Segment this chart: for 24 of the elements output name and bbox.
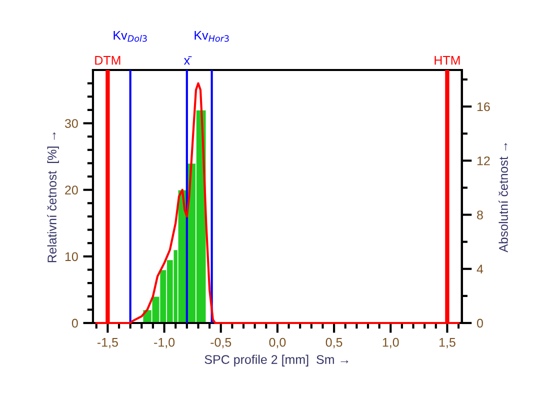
y2-tick-label: 4 (476, 264, 484, 274)
ref-line-label: HTM (434, 56, 460, 65)
y2-axis-title: Absolutní četnost → (498, 143, 508, 252)
y2-tick-label: 12 (477, 156, 490, 166)
y-tick-label: 0 (72, 318, 78, 328)
y2-tick-label: 8 (477, 210, 483, 220)
ref-line-label: x̄ (184, 56, 192, 65)
y-tick-label: 30 (64, 119, 78, 128)
y-tick-label: 10 (65, 252, 78, 262)
x-tick-label: 0,5 (326, 338, 342, 348)
x-tick-label: 1,5 (439, 338, 456, 348)
y-tick-label: 20 (65, 186, 78, 194)
ref-line-label: Kv$_{Dol3}$ (114, 31, 147, 42)
ref-line-label: DTM (95, 56, 120, 65)
y-axis-title: Relativní četnost [%] → (47, 132, 59, 262)
x-tick-label: -1,0 (154, 338, 175, 348)
y2-tick-label: 16 (477, 102, 490, 112)
x-tick-label: -1,5 (97, 338, 118, 348)
ref-line-label: Kv$_{Hor3}$ (194, 31, 229, 42)
x-tick-label: -0,5 (210, 338, 232, 348)
x-tick-label: 0,0 (269, 338, 286, 348)
y2-tick-label: 0 (476, 318, 483, 328)
x-tick-label: 1,0 (382, 338, 399, 348)
x-axis-title: SPC profile 2 [mm] Sm → (204, 354, 348, 366)
